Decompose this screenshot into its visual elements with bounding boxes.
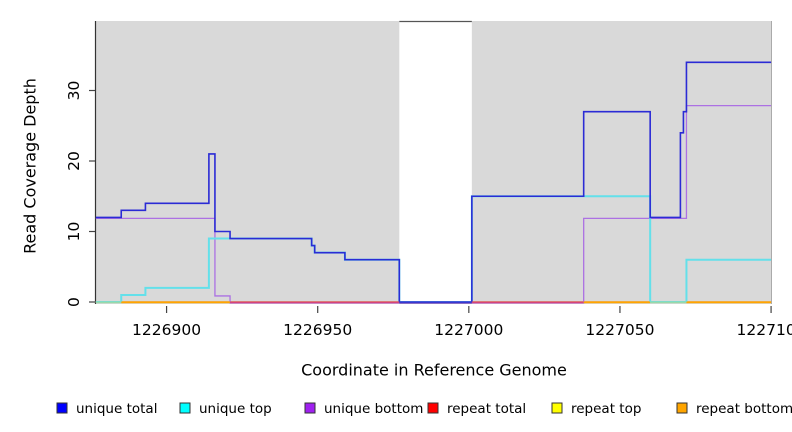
legend-label-unique-top: unique top	[199, 401, 272, 417]
y-tick-label: 20	[65, 151, 83, 171]
legend-label-unique-bottom: unique bottom	[324, 401, 423, 417]
y-tick-label: 0	[65, 297, 83, 307]
covered-region	[471, 21, 772, 304]
x-tick-label: 1227050	[585, 321, 654, 339]
covered-region	[95, 21, 400, 304]
legend-marker-unique-top	[179, 402, 191, 414]
legend-label-repeat-total: repeat total	[447, 401, 526, 417]
legend-marker-repeat-top	[551, 402, 563, 414]
x-axis-label: Coordinate in Reference Genome	[301, 360, 567, 380]
y-tick-label: 30	[65, 81, 83, 101]
legend-marker-unique-total	[56, 402, 68, 414]
x-tick-label: 1227000	[434, 321, 503, 339]
x-tick-label: 1227100	[737, 321, 792, 339]
x-tick-label: 1226900	[132, 321, 201, 339]
y-tick-label: 10	[65, 222, 83, 242]
legend-marker-unique-bottom	[304, 402, 316, 414]
legend-label-unique-total: unique total	[76, 401, 157, 417]
legend-label-repeat-top: repeat top	[571, 401, 641, 417]
y-axis-label: Read Coverage Depth	[20, 78, 40, 254]
legend-marker-repeat-total	[427, 402, 439, 414]
legend-marker-repeat-bottom	[676, 402, 688, 414]
x-tick-label: 1226950	[283, 321, 352, 339]
legend-label-repeat-bottom: repeat bottom	[696, 401, 792, 417]
series-unique-total	[95, 61, 772, 303]
